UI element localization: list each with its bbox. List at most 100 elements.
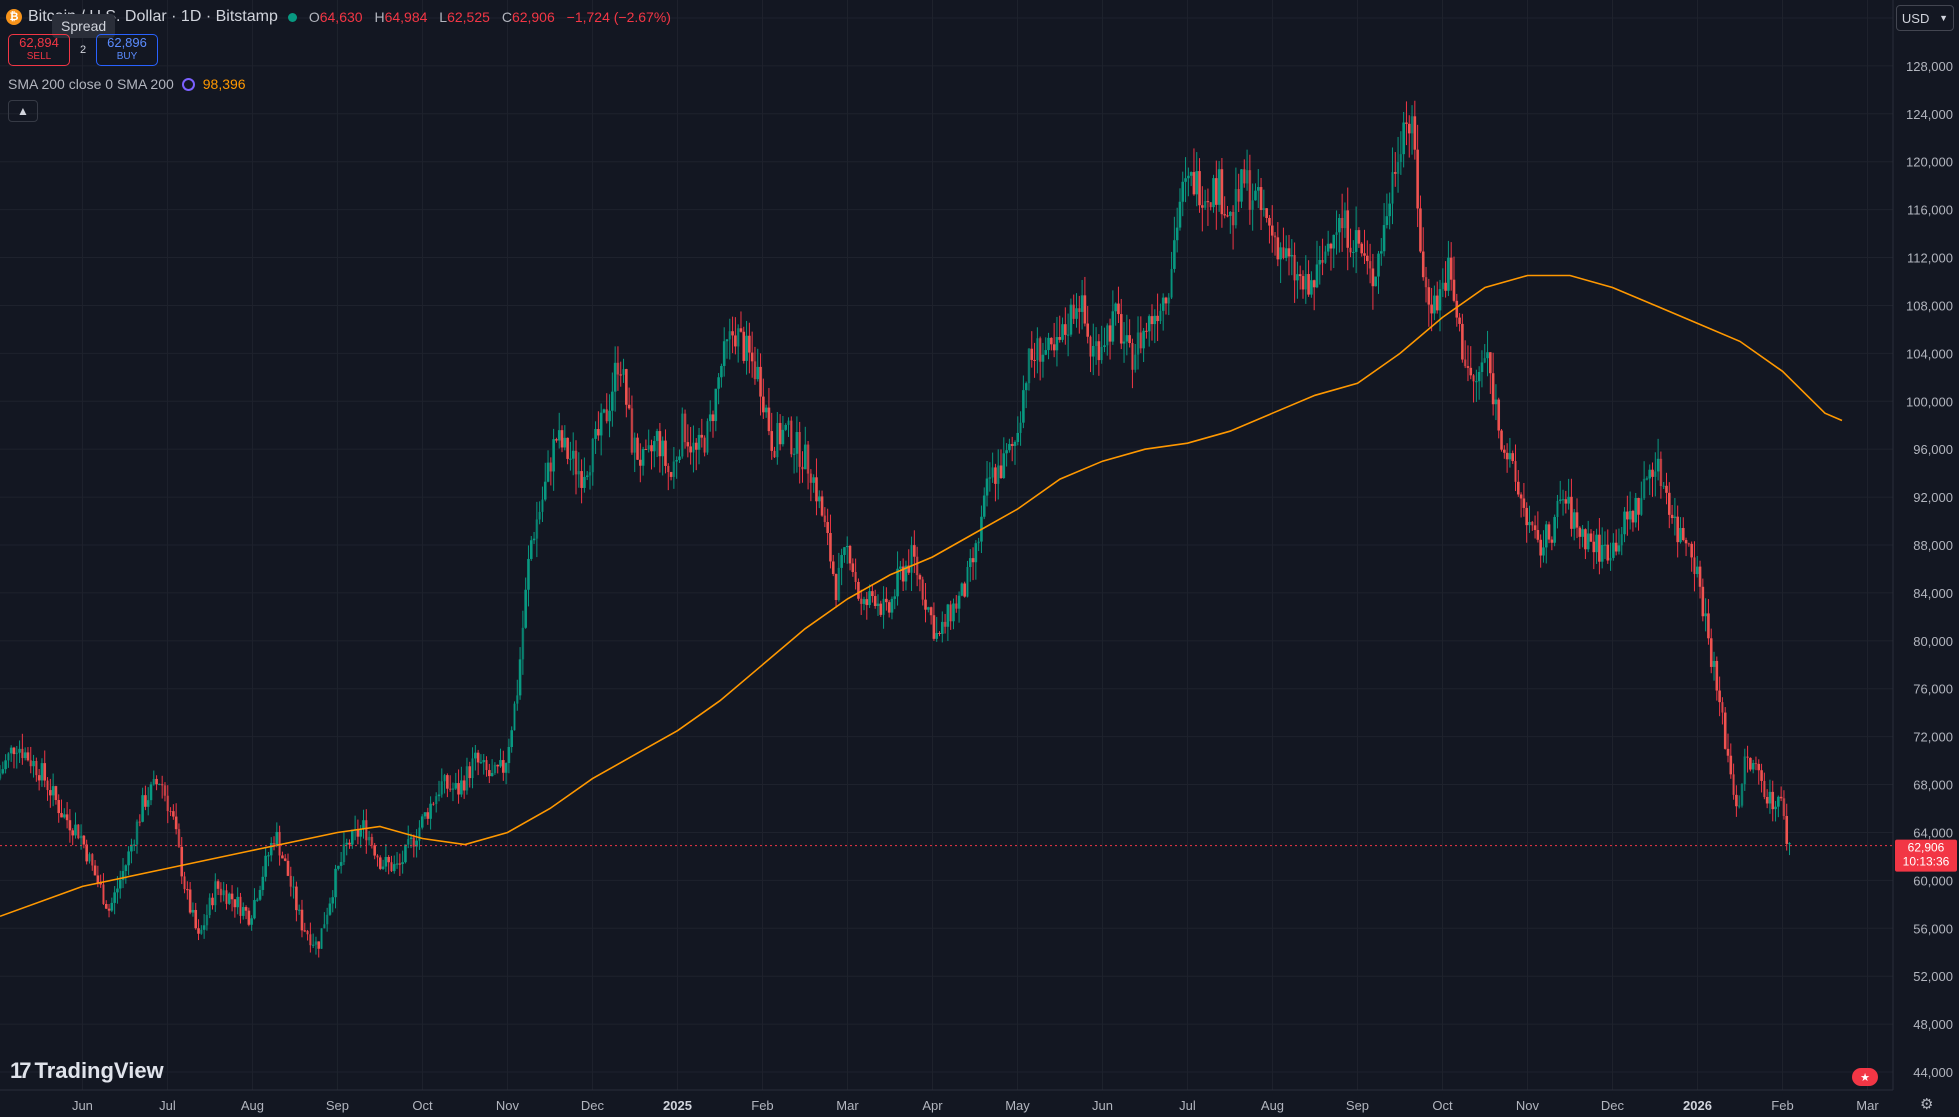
candle-body — [26, 752, 30, 761]
candle-body — [1570, 496, 1573, 529]
sell-button[interactable]: 62,894 SELL — [8, 34, 70, 66]
candle-body — [664, 440, 667, 466]
candle-body — [1466, 366, 1470, 368]
candle-body — [996, 465, 1000, 484]
candle-body — [1064, 324, 1067, 335]
candle-body — [264, 855, 267, 877]
loading-icon — [181, 77, 195, 91]
candle-body — [1774, 806, 1777, 810]
candle-body — [1393, 172, 1397, 174]
buy-button[interactable]: 62,896 BUY — [96, 34, 158, 66]
time-axis[interactable] — [0, 1089, 1959, 1117]
candle-body — [337, 865, 340, 869]
candle-body — [415, 840, 418, 847]
candle-body — [680, 413, 684, 457]
buy-price: 62,896 — [107, 35, 147, 50]
candle-body — [230, 893, 234, 900]
candle-body — [1592, 541, 1596, 553]
candle-body — [515, 695, 519, 704]
candle-body — [378, 857, 382, 869]
candle-body — [216, 881, 220, 889]
candle-body — [720, 365, 723, 378]
candle-body — [499, 760, 502, 767]
candle-body — [468, 766, 472, 779]
candle-body — [1136, 332, 1140, 355]
candle-body — [946, 604, 950, 627]
candle-body — [1290, 255, 1294, 257]
candle-body — [1477, 371, 1481, 382]
candle-body — [899, 566, 902, 569]
candle-body — [1480, 362, 1484, 372]
candle-body — [364, 820, 368, 841]
sma-legend[interactable]: SMA 200 close 0 SMA 200 98,396 — [8, 76, 246, 92]
sma-value: 98,396 — [202, 76, 246, 92]
candle-body — [1203, 201, 1207, 208]
candle-body — [574, 450, 578, 475]
candle-body — [412, 837, 416, 847]
candle-body — [23, 752, 27, 759]
candle-body — [177, 829, 181, 847]
candle-body — [1396, 162, 1400, 174]
candle-body — [1072, 304, 1076, 319]
candle-body — [745, 335, 748, 361]
candle-body — [390, 862, 393, 872]
y-tick-label: 96,000 — [1913, 442, 1953, 457]
candle-body — [1312, 280, 1316, 288]
candle-body — [1723, 712, 1727, 749]
candle-body — [68, 820, 72, 831]
x-tick-label: Aug — [241, 1098, 264, 1113]
candle-body — [1497, 399, 1501, 431]
candle-body — [1352, 251, 1355, 253]
candle-body — [1721, 702, 1724, 713]
spread-value: 2 — [79, 44, 87, 56]
candle-body — [510, 730, 513, 748]
candle-body — [351, 829, 354, 845]
candle-body — [76, 824, 80, 839]
candle-body — [479, 762, 483, 764]
candle-body — [798, 432, 801, 467]
market-status-dot[interactable] — [287, 12, 297, 22]
chevron-up-icon: ▲ — [17, 104, 29, 118]
candle-body — [1405, 122, 1408, 124]
collapse-legend-button[interactable]: ▲ — [8, 100, 38, 122]
candle-body — [278, 831, 281, 856]
candle-body — [843, 547, 846, 555]
candle-body — [146, 800, 150, 807]
candle-body — [756, 366, 760, 380]
candle-body — [943, 621, 947, 627]
candle-body — [1301, 276, 1305, 290]
candle-body — [1581, 529, 1584, 537]
candle-body — [820, 496, 824, 516]
candle-body — [952, 603, 955, 622]
currency-selector[interactable]: USD ▼ — [1896, 5, 1954, 31]
us-flag-icon[interactable]: ★ — [1852, 1068, 1878, 1086]
candle-body — [502, 760, 505, 773]
candle-body — [1178, 201, 1182, 228]
candle-body — [1354, 230, 1358, 252]
candle-body — [219, 888, 223, 896]
candle-body — [1463, 359, 1467, 367]
candle-body — [652, 440, 656, 452]
candle-body — [401, 862, 404, 865]
candle-body — [1201, 205, 1204, 208]
tradingview-logo[interactable]: 17 TradingView — [10, 1058, 164, 1084]
candle-body — [784, 424, 788, 430]
candle-body — [420, 816, 424, 828]
candle-body — [762, 396, 765, 413]
candle-body — [689, 446, 692, 453]
candle-body — [1335, 232, 1338, 235]
candle-body — [426, 812, 430, 819]
candle-body — [292, 886, 295, 888]
candle-body — [1612, 542, 1615, 558]
candle-body — [1679, 527, 1682, 543]
chevron-down-icon: ▼ — [1939, 13, 1949, 23]
candle-body — [1777, 796, 1780, 807]
candle-body — [1175, 227, 1179, 241]
candle-body — [35, 760, 38, 776]
candle-body — [1125, 335, 1129, 342]
settings-icon[interactable]: ⚙ — [1920, 1096, 1934, 1113]
candle-body — [1788, 843, 1791, 845]
candle-body — [837, 567, 841, 601]
price-axis[interactable] — [1892, 0, 1959, 1117]
